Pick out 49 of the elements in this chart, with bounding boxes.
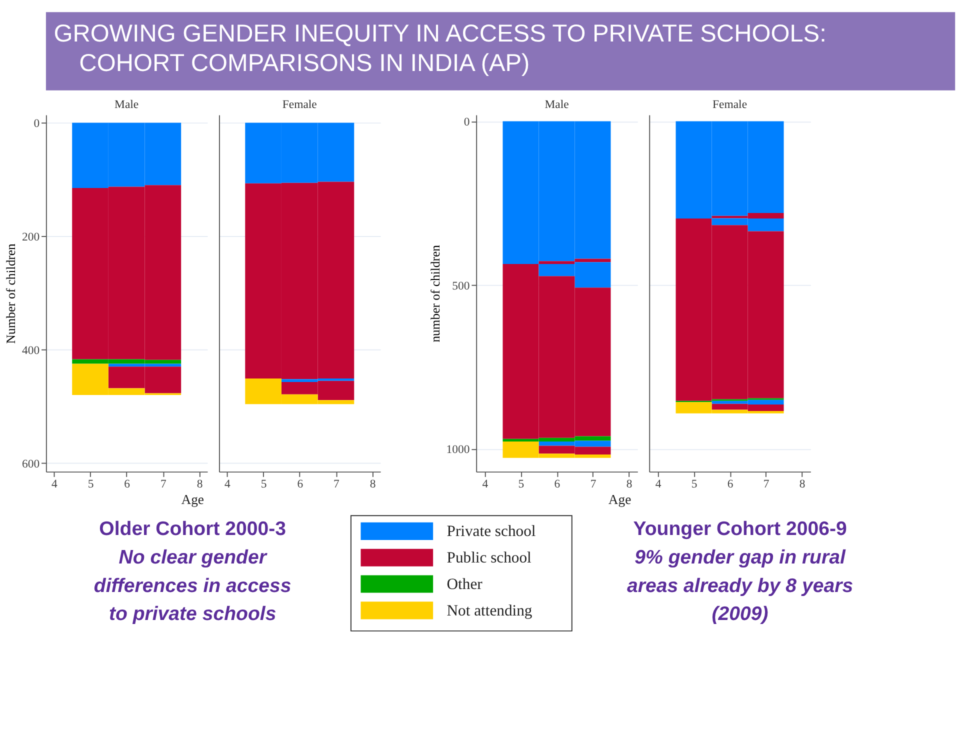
chart-title: Male bbox=[544, 98, 569, 111]
y-tick-label: 500 bbox=[452, 279, 470, 292]
y-tick-label: 0 bbox=[464, 116, 470, 129]
text: No clear gender bbox=[118, 546, 268, 568]
x-tick-label: 8 bbox=[626, 478, 632, 491]
text: COHORT COMPARISONS IN INDIA (AP) bbox=[79, 50, 530, 77]
text: GROWING GENDER INEQUITY IN ACCESS TO PRIVATE SCHOOLS: bbox=[54, 20, 826, 48]
legend-label: Other bbox=[446, 576, 484, 593]
x-tick-label: 7 bbox=[334, 478, 340, 491]
y-tick-label: 1000 bbox=[446, 443, 470, 456]
x-tick-label: 8 bbox=[370, 478, 376, 491]
x-tick-label: 6 bbox=[554, 478, 560, 491]
chart-title: Male bbox=[114, 98, 139, 111]
x-tick-label: 8 bbox=[799, 478, 806, 491]
text: differences in access bbox=[94, 574, 292, 597]
y-tick-label: 0 bbox=[34, 117, 40, 130]
text: (2009) bbox=[712, 603, 768, 626]
x-tick-label: 6 bbox=[124, 478, 130, 491]
y-tick-label: 600 bbox=[22, 457, 40, 470]
text: areas already by 8 years bbox=[627, 574, 854, 597]
y-axis-title: number of children bbox=[428, 244, 442, 342]
x-tick-label: 4 bbox=[655, 478, 662, 491]
text: to private schools bbox=[108, 603, 276, 626]
text: Younger Cohort 2006-9 bbox=[633, 518, 847, 540]
x-axis-title: Age bbox=[181, 492, 204, 507]
x-tick-label: 5 bbox=[518, 478, 524, 491]
x-tick-label: 4 bbox=[482, 478, 488, 491]
text: 9% gender gap in rural bbox=[634, 546, 846, 568]
chart-title: Female bbox=[282, 98, 317, 111]
x-tick-label: 6 bbox=[727, 478, 734, 491]
x-tick-label: 5 bbox=[88, 478, 94, 491]
x-tick-label: 8 bbox=[196, 478, 203, 491]
chart-title: Female bbox=[712, 98, 748, 111]
x-tick-label: 7 bbox=[160, 478, 166, 491]
x-tick-label: 7 bbox=[763, 478, 770, 491]
x-axis-title: Age bbox=[608, 492, 632, 507]
y-tick-label: 400 bbox=[22, 344, 40, 358]
legend-label: Private school bbox=[446, 523, 536, 540]
x-tick-label: 6 bbox=[297, 478, 304, 491]
y-tick-label: 200 bbox=[22, 230, 40, 244]
x-tick-label: 5 bbox=[691, 478, 698, 491]
x-tick-label: 4 bbox=[52, 478, 58, 491]
y-axis-title: Number of children bbox=[4, 242, 18, 344]
x-tick-label: 7 bbox=[590, 478, 596, 491]
x-tick-label: 5 bbox=[260, 478, 267, 491]
x-tick-label: 4 bbox=[224, 478, 231, 491]
text: Older Cohort 2000-3 bbox=[99, 518, 286, 540]
legend-label: Public school bbox=[446, 550, 532, 566]
legend-label: Not attending bbox=[446, 602, 532, 620]
